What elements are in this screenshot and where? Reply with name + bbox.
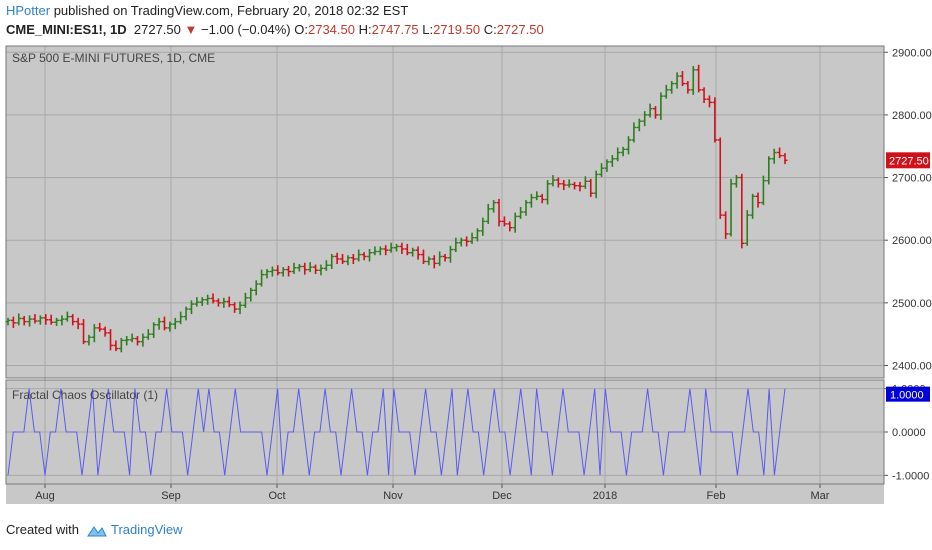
y-tick-label: 2600.00 [892,235,932,247]
price-pane-border [5,45,885,379]
osc-tick-label: 0.0000 [892,427,926,439]
low-label: L: [422,22,434,37]
x-tick-label: Aug [35,490,55,502]
high-label: H: [358,22,372,37]
y-tick-label: 2700.00 [892,173,932,185]
footer: Created with TradingView [6,522,183,538]
x-tick-label: Nov [383,490,403,502]
price-pane [6,46,884,378]
last-price-badge [886,152,930,169]
time-axis-pane [6,484,884,504]
price-change: −1.00 (−0.04%) [201,22,291,37]
down-arrow-icon: ▼ [184,22,198,37]
low-value: 2719.50 [433,22,481,37]
open-label: O: [294,22,308,37]
y-tick-label: 2500.00 [892,298,932,310]
x-tick-label: 2018 [593,490,617,502]
x-tick-label: Mar [811,490,830,502]
last-osc-badge [886,386,930,402]
x-tick-label: Feb [707,490,726,502]
last-osc-label: 1.0000 [890,390,924,402]
x-tick-label: Sep [161,490,181,502]
tradingview-logo-icon [87,525,107,537]
last-price: 2727.50 [133,22,181,37]
close-label: C: [483,22,497,37]
author-link[interactable]: HPotter [6,3,51,18]
price-chart[interactable]: Aug Sep Oct Nov Dec 2018 Feb Mar 2900.00 2800.00 2… [0,0,932,520]
last-price-label: 2727.50 [889,155,929,167]
oscillator-line [7,388,786,476]
created-with-text: Created with [6,522,79,537]
open-value: 2734.50 [307,22,355,37]
close-value: 2727.50 [496,22,544,37]
x-tick-label: Oct [268,490,285,502]
x-tick-label: Dec [492,490,512,502]
chart-title: S&P 500 E-MINI FUTURES, 1D, CME [12,51,215,65]
high-value: 2747.75 [371,22,419,37]
symbol-line: CME_MINI:ES1!, 1D 2727.50 ▼ −1.00 (−0.04… [6,22,544,37]
oscillator-pane-border [5,379,885,485]
osc-tick-label: -1.0000 [892,470,929,482]
y-tick-label: 2900.00 [892,47,932,59]
oscillator-title: Fractal Chaos Oscillator (1) [12,388,158,402]
y-tick-label: 2800.00 [892,110,932,122]
publish-line: HPotter published on TradingView.com, Fe… [6,3,408,18]
symbol-name[interactable]: CME_MINI:ES1!, 1D [6,22,127,37]
published-text: published on TradingView.com, February 2… [53,3,409,18]
tradingview-link[interactable]: TradingView [110,522,183,537]
y-tick-label: 2400.00 [892,360,932,372]
